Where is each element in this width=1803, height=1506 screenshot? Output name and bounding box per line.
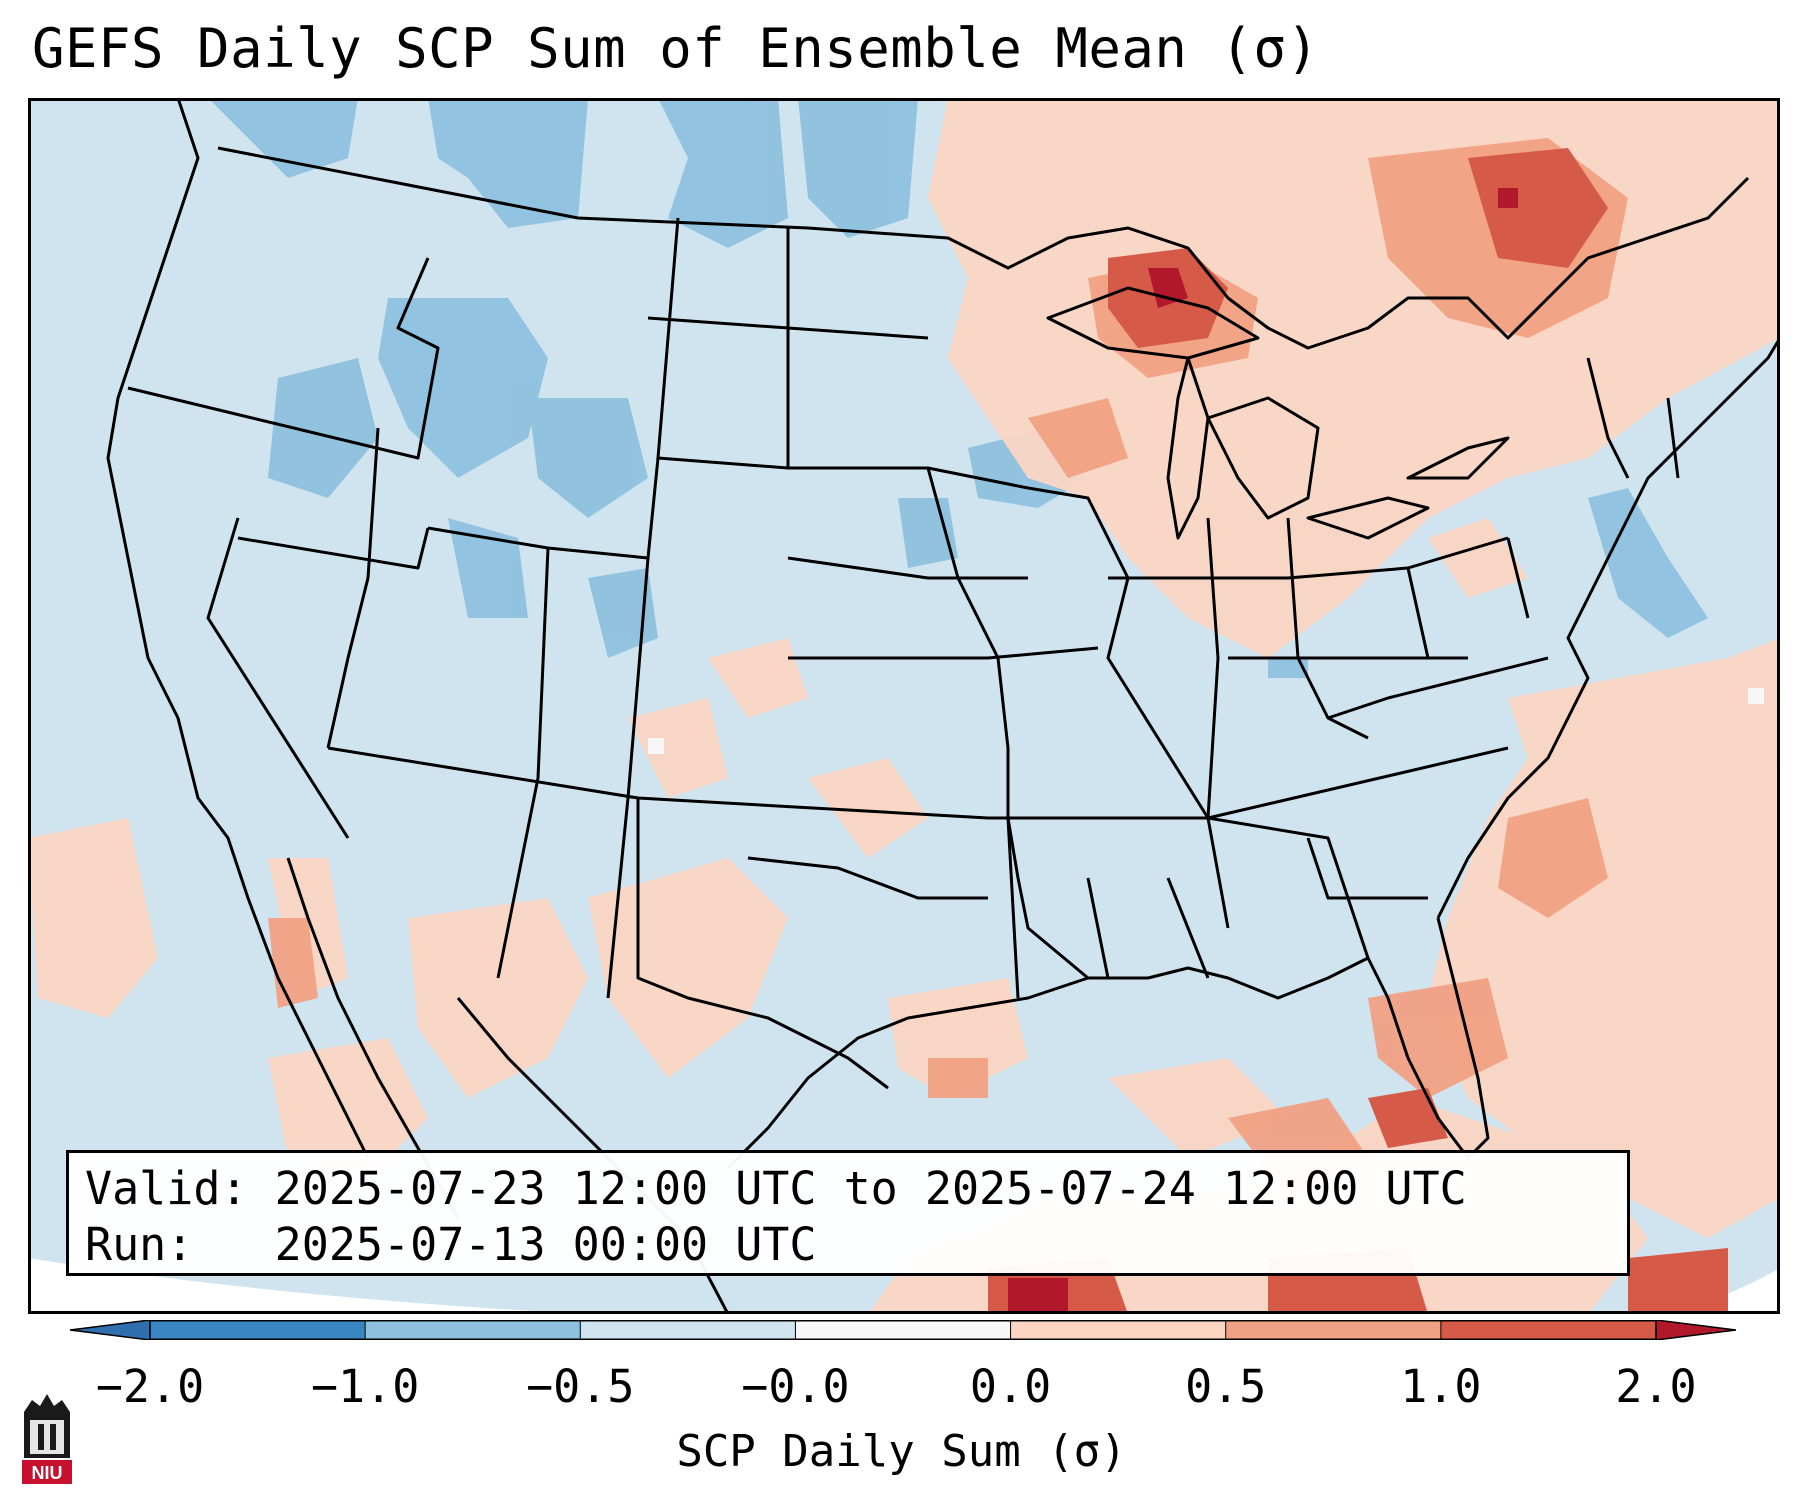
colorbar-tick-label: 2.0 — [1615, 1360, 1697, 1413]
map-panel[interactable] — [28, 98, 1780, 1314]
coastlines-and-borders — [106, 98, 1780, 1314]
extreme-positive-areas — [1008, 188, 1518, 1314]
colorbar-segment — [365, 1320, 581, 1340]
colorbar-extend-high — [1655, 1319, 1737, 1341]
valid-run-info-box: Valid: 2025-07-23 12:00 UTC to 2025-07-2… — [66, 1150, 1630, 1276]
chart-title: GEFS Daily SCP Sum of Ensemble Mean (σ) — [32, 17, 1320, 80]
neutral-cell — [1748, 688, 1764, 704]
colorbar-segment — [1225, 1320, 1442, 1340]
colorbar-segment — [150, 1320, 366, 1340]
negative-anomaly-areas — [208, 98, 1708, 678]
colorbar-tick-label: −0.0 — [741, 1360, 850, 1413]
colorbar-tick-label: −2.0 — [95, 1360, 205, 1413]
colorbar-label: SCP Daily Sum (σ) — [676, 1426, 1127, 1477]
valid-time-text: Valid: 2025-07-23 12:00 UTC to 2025-07-2… — [85, 1162, 1467, 1215]
logo-text: NIU — [32, 1463, 63, 1483]
colorbar-tick-label: 0.0 — [969, 1360, 1052, 1413]
colorbar-tick-label: 0.5 — [1185, 1360, 1267, 1413]
domain-edge-lower-right — [1668, 1268, 1780, 1314]
domain-edge-lower-left — [28, 1258, 588, 1314]
colorbar-segment — [795, 1320, 1012, 1340]
run-time-text: Run: 2025-07-13 00:00 UTC — [85, 1218, 817, 1271]
neutral-cell — [648, 738, 664, 754]
colorbar-segment — [580, 1320, 796, 1340]
map-border — [28, 98, 1780, 1314]
colorbar-segment — [1010, 1320, 1227, 1340]
colorbar-tick-row: −2.0 −1.0 −0.5 −0.0 0.0 0.5 1.0 2.0 — [0, 1360, 1803, 1413]
colorbar-tick-label: 1.0 — [1400, 1360, 1482, 1413]
colorbar — [69, 1319, 1737, 1341]
colorbar-tick-label: −1.0 — [310, 1360, 420, 1413]
colorbar-segment — [1440, 1320, 1657, 1340]
colorbar-tick-label: −0.5 — [526, 1360, 635, 1413]
niu-logo: NIU — [18, 1392, 76, 1486]
colorbar-extend-low — [69, 1319, 151, 1341]
